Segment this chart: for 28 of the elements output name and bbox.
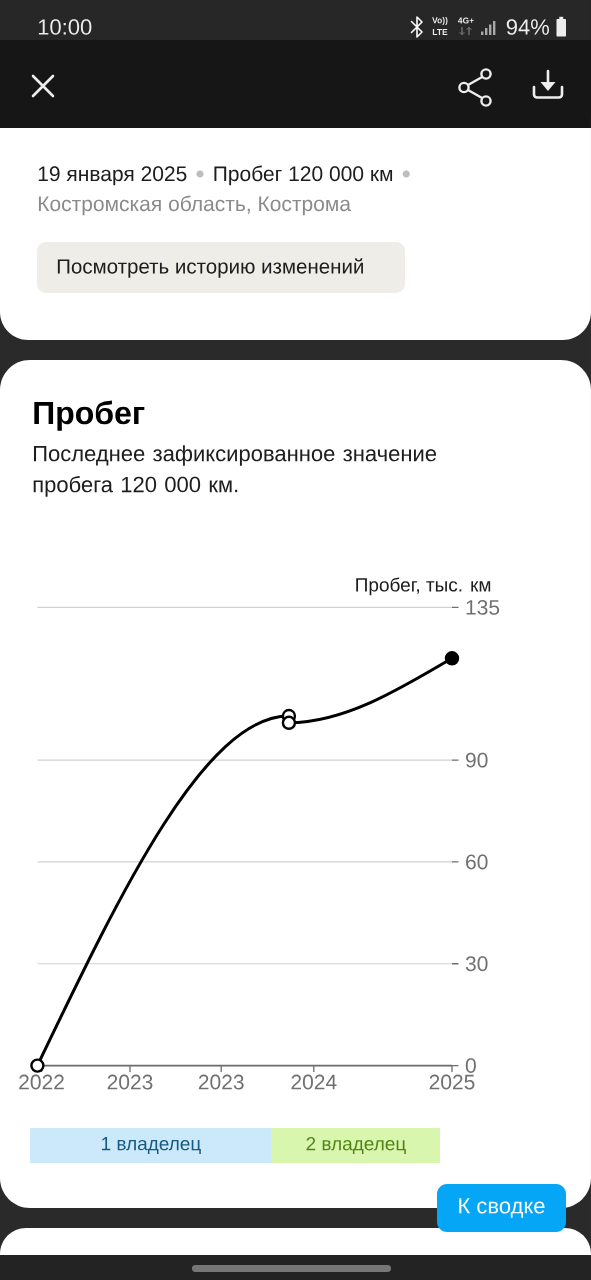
text: 10:00 [38, 19, 92, 35]
y-tick-label: 0 [465, 1058, 476, 1074]
chart-subtitle: Последнее зафиксированное значение пробега 120 000 км. [33, 445, 437, 497]
text: 19 января 2025 [38, 166, 187, 186]
series-label: 2 владелец [306, 1136, 406, 1155]
text: К сводке [459, 1198, 545, 1218]
point [30, 1058, 45, 1073]
y-tick-label: 30 [465, 956, 488, 972]
text: Пробег 120 000 км [214, 165, 393, 186]
x-tick-label: 2023 [107, 1074, 153, 1090]
point [281, 715, 297, 730]
x-tick-label: 2024 [291, 1074, 337, 1090]
y-axis-title: Пробег, тыс. км [356, 577, 491, 596]
y-tick-label: 90 [466, 752, 488, 768]
y-tick-label: 135 [466, 599, 500, 615]
text: Vo)) [432, 17, 448, 25]
text: LTE [432, 29, 448, 35]
series-label: 1 владелец [102, 1137, 201, 1154]
text: Посмотреть историю изменений [57, 258, 363, 278]
y-tick-label: 60 [466, 854, 488, 870]
text: 4G+ [457, 17, 474, 24]
x-tick-label: 2025 [429, 1074, 475, 1090]
point [444, 651, 460, 666]
x-tick-label: 2023 [198, 1074, 244, 1090]
chart-title: Пробег [34, 400, 145, 431]
text: 94% [506, 19, 549, 35]
x-tick-label: 2022 [19, 1074, 64, 1090]
text: Костромская область, Кострома [38, 195, 351, 216]
